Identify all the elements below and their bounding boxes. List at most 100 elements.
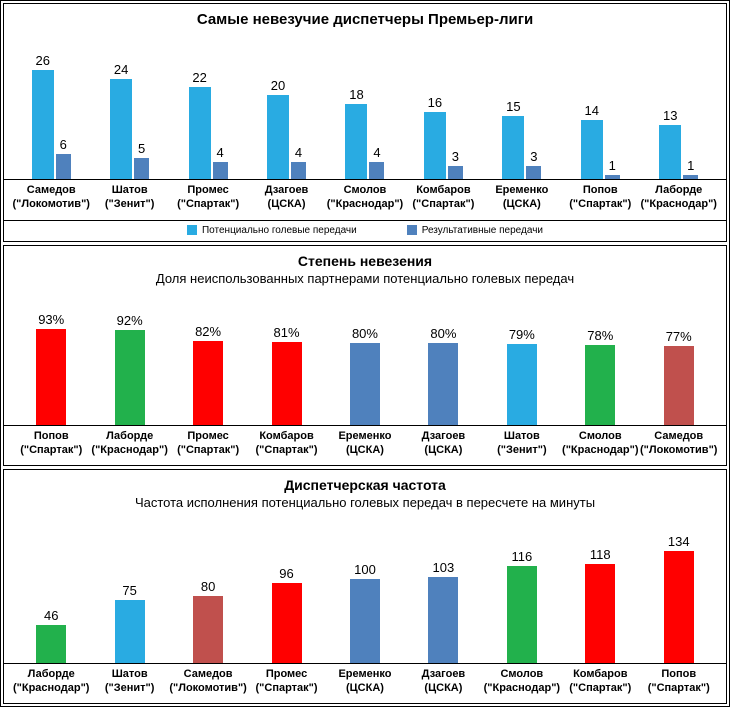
bar-column: 100	[326, 562, 404, 663]
category-label: Смолов ("Краснодар")	[561, 430, 639, 458]
bar-with-label: 4	[369, 145, 385, 179]
bar-column: 78%	[561, 328, 639, 425]
bar-value-label: 26	[35, 53, 50, 68]
player-club: ("Спартак")	[255, 443, 318, 456]
bar-with-label: 118	[585, 547, 616, 663]
player-club: (ЦСКА)	[424, 681, 463, 694]
bar	[36, 625, 67, 663]
bar-with-label: 80%	[428, 326, 459, 425]
bar-value-label: 3	[530, 149, 538, 164]
player-club: ("Зенит")	[104, 197, 155, 210]
category-label: Дзагоев (ЦСКА)	[247, 184, 325, 212]
category-label: Лаборде ("Краснодар")	[90, 430, 168, 458]
category-label: Смолов ("Краснодар")	[483, 668, 561, 696]
legend-label: Результативные передачи	[421, 224, 543, 236]
bar-value-label: 14	[584, 103, 600, 118]
player-club: ("Краснодар")	[12, 681, 90, 694]
bar-value-label: 80	[200, 579, 216, 594]
bar	[114, 600, 145, 663]
bar-value-label: 75	[122, 583, 137, 598]
category-label: Еременко (ЦСКА)	[483, 184, 561, 212]
player-name: Дзагоев	[421, 668, 466, 680]
grouped-bar-chart-plot: 26 6 24 5 22 4 20 4 18 4 16 3 15 3 14 1 13 1	[4, 42, 726, 180]
bar	[291, 162, 307, 179]
player-name: Смолов	[578, 429, 622, 442]
player-name: Смолов	[500, 668, 544, 680]
bar-column: 14 1	[561, 103, 639, 179]
bar-column: 46	[12, 608, 90, 663]
bar-value-label: 1	[687, 158, 695, 173]
player-name: Попов	[33, 429, 69, 442]
bar-value-label: 118	[589, 547, 611, 562]
bar-value-label: 78%	[587, 327, 614, 343]
category-label: Дзагоев (ЦСКА)	[404, 668, 482, 696]
bar	[502, 116, 525, 179]
player-club: ("Спартак")	[647, 681, 710, 694]
bar-column: 134	[640, 534, 718, 663]
bar-value-label: 24	[113, 62, 129, 77]
category-label: Комбаров ("Спартак")	[247, 430, 325, 458]
bar-chart-plot: 93% 92% 82% 81% 80% 80% 79% 78% 77%	[4, 302, 726, 426]
bar-value-label: 80%	[351, 325, 378, 341]
bar-with-label: 1	[683, 158, 699, 179]
bar-with-label: 4	[291, 145, 307, 179]
bar	[663, 551, 694, 663]
bar-value-label: 20	[270, 78, 286, 93]
bar	[585, 564, 616, 663]
player-name: Комбаров	[416, 184, 471, 196]
bar	[55, 154, 71, 179]
player-club: ("Краснодар")	[483, 681, 561, 694]
bar-value-label: 15	[506, 99, 521, 114]
bar-column: 16 3	[404, 95, 482, 179]
bar	[134, 158, 150, 179]
bar-column: 22 4	[169, 70, 247, 179]
player-club: ("Спартак")	[412, 197, 475, 210]
bar-value-label: 93%	[38, 311, 65, 327]
bar-value-label: 100	[354, 562, 376, 577]
player-club: ("Спартак")	[569, 197, 632, 210]
bar-with-label: 77%	[663, 329, 694, 425]
bar	[110, 79, 133, 179]
bar-value-label: 116	[511, 549, 533, 564]
category-label: Попов ("Спартак")	[12, 430, 90, 458]
bar-column: 82%	[169, 324, 247, 425]
bar-with-label: 100	[349, 562, 380, 663]
bar	[188, 87, 211, 179]
bar-value-label: 4	[373, 145, 381, 160]
bar-with-label: 92%	[114, 313, 145, 425]
category-label: Еременко (ЦСКА)	[326, 430, 404, 458]
bar-with-label: 79%	[506, 327, 537, 425]
category-label: Еременко (ЦСКА)	[326, 668, 404, 696]
player-club: ("Краснодар")	[91, 443, 168, 456]
player-club: ("Локомотив")	[12, 197, 90, 210]
category-label: Шатов ("Зенит")	[90, 184, 168, 212]
bar	[580, 120, 603, 179]
bar-with-label: 46	[36, 608, 67, 663]
legend-swatch	[186, 225, 197, 235]
bar-value-label: 4	[216, 145, 224, 160]
player-club: ("Краснодар")	[640, 197, 717, 210]
legend-item: Результативные передачи	[406, 224, 543, 236]
bar-with-label: 80%	[349, 325, 380, 425]
player-name: Попов	[582, 184, 618, 196]
bar-with-label: 93%	[36, 311, 67, 425]
player-name: Комбаров	[259, 429, 314, 442]
bar	[663, 345, 694, 425]
chart-subtitle: Частота исполнения потенциально голевых …	[134, 495, 596, 510]
bar-column: 80%	[404, 326, 482, 425]
bar	[659, 125, 682, 179]
bar	[271, 583, 302, 663]
bar	[585, 344, 616, 425]
bar	[212, 162, 228, 179]
bar	[349, 342, 380, 425]
bar-with-label: 22	[188, 70, 211, 179]
bar-with-label: 24	[110, 62, 133, 179]
bar-with-label: 96	[271, 566, 302, 663]
bar-with-label: 20	[267, 78, 290, 179]
bar	[683, 175, 699, 179]
player-name: Еременко	[338, 668, 392, 680]
bar-with-label: 116	[506, 549, 537, 663]
legend-swatch	[406, 225, 417, 235]
category-label: Попов ("Спартак")	[640, 668, 718, 696]
